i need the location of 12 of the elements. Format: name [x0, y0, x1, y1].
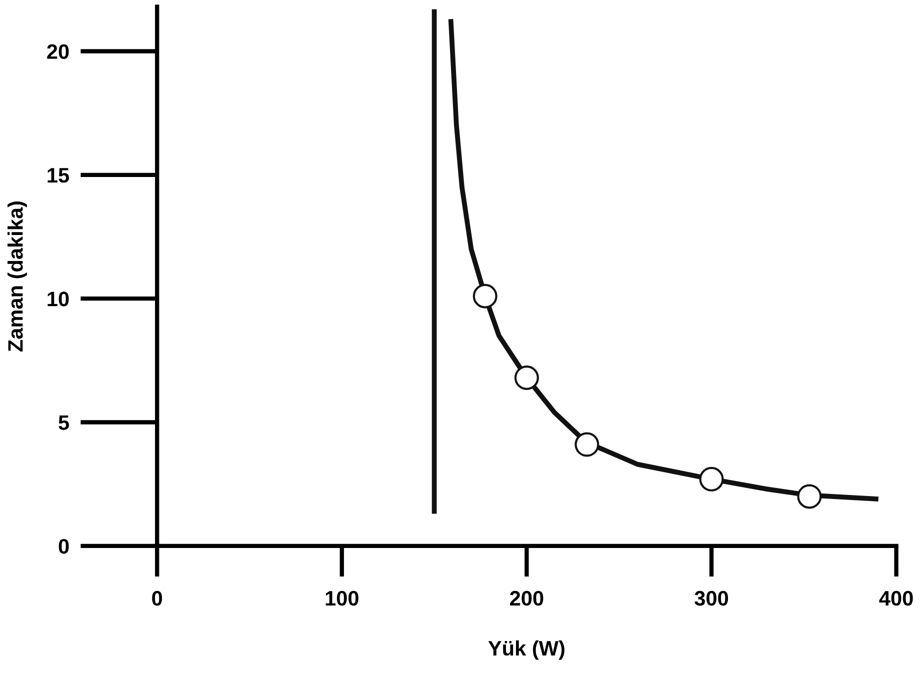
y-tick-label: 10: [48, 292, 69, 306]
x-axis-title: Yük (W): [488, 640, 564, 660]
y-axis-title: Zaman (dakika): [8, 202, 27, 352]
y-tick-label: 5: [58, 415, 69, 430]
y-tick-label: 0: [58, 538, 69, 554]
x-tick-label: 300: [694, 590, 728, 606]
x-tick-label: 100: [326, 590, 358, 606]
x-tick-label: 400: [879, 590, 913, 606]
y-tick-label: 20: [47, 44, 69, 60]
x-tick-label: 200: [510, 590, 544, 606]
x-tick-label: 0: [152, 590, 162, 606]
y-tick-label: 15: [48, 168, 69, 183]
